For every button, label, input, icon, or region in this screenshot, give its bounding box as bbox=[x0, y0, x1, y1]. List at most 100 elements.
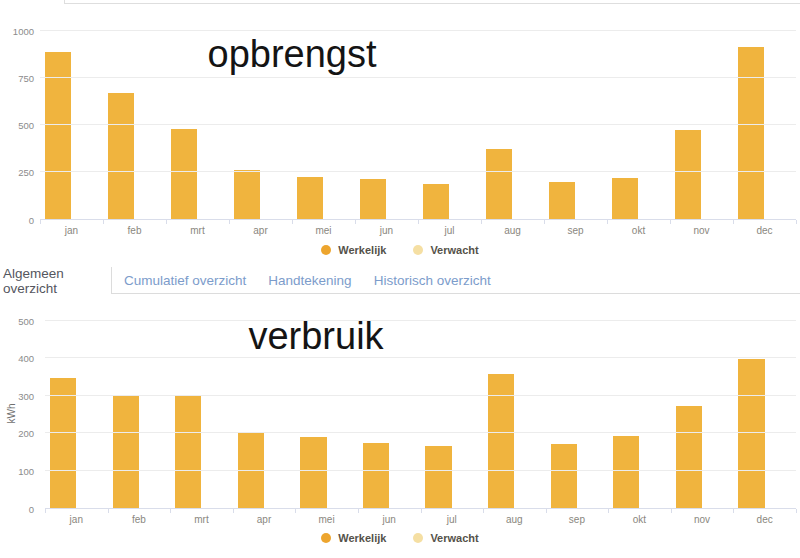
gridline-500 bbox=[40, 124, 796, 125]
y-axis: 0100200300400500 bbox=[0, 321, 36, 509]
axis-tick bbox=[292, 220, 293, 224]
gridline-200 bbox=[45, 432, 796, 433]
bar-sep[interactable] bbox=[549, 182, 575, 219]
bar-feb[interactable] bbox=[108, 93, 134, 219]
axis-tick bbox=[355, 220, 356, 224]
bar-nov[interactable] bbox=[676, 406, 702, 508]
bar-mei[interactable] bbox=[300, 437, 326, 508]
gridline-250 bbox=[40, 171, 796, 172]
bar-cell-aug bbox=[481, 31, 544, 219]
gridline-750 bbox=[40, 77, 796, 78]
axis-tick bbox=[607, 220, 608, 224]
x-tick-label-apr: apr bbox=[233, 514, 296, 525]
gridline-400 bbox=[45, 357, 796, 358]
bar-cell-nov bbox=[670, 31, 733, 219]
legend-label: Werkelijk bbox=[338, 244, 386, 256]
axis-tick bbox=[45, 509, 46, 513]
bar-cell-sep bbox=[544, 31, 607, 219]
y-tick-label-400: 400 bbox=[18, 354, 34, 364]
axis-tick bbox=[103, 220, 104, 224]
chart-verbruik: kWh 0100200300400500 janfebmrtaprmeijunj… bbox=[0, 296, 800, 558]
gridline-1000 bbox=[40, 30, 796, 31]
y-tick-label-500: 500 bbox=[18, 121, 34, 131]
panel-border-fragment bbox=[64, 0, 800, 4]
bar-cell-jul bbox=[418, 31, 481, 219]
bar-sep[interactable] bbox=[551, 444, 577, 508]
x-tick-label-okt: okt bbox=[607, 225, 670, 236]
bar-mrt[interactable] bbox=[171, 129, 197, 219]
x-tick-label-dec: dec bbox=[733, 514, 796, 525]
bar-nov[interactable] bbox=[675, 130, 701, 219]
tab-cumulatief-overzicht[interactable]: Cumulatief overzicht bbox=[113, 273, 257, 288]
x-tick-label-okt: okt bbox=[608, 514, 671, 525]
bar-mei[interactable] bbox=[297, 177, 323, 219]
bar-cell-feb bbox=[103, 31, 166, 219]
bar-feb[interactable] bbox=[113, 396, 139, 508]
bar-dec[interactable] bbox=[738, 47, 764, 219]
bar-cell-dec bbox=[733, 321, 796, 508]
bar-cell-dec bbox=[733, 31, 796, 219]
bar-cell-okt bbox=[607, 31, 670, 219]
bar-jul[interactable] bbox=[423, 184, 449, 219]
legend-dot-verwacht bbox=[413, 245, 423, 255]
gridline-100 bbox=[45, 470, 796, 471]
axis-tick bbox=[608, 509, 609, 513]
tab-strip: Cumulatief overzicht Handtekening Histor… bbox=[112, 267, 800, 294]
bar-okt[interactable] bbox=[613, 436, 639, 508]
tab-bar: Algemeen overzicht Cumulatief overzicht … bbox=[0, 267, 800, 294]
y-tick-label-100: 100 bbox=[18, 467, 34, 477]
legend-item-verwacht[interactable]: Verwacht bbox=[413, 244, 478, 256]
plot-area bbox=[45, 321, 796, 509]
axis-tick bbox=[170, 509, 171, 513]
plot-area bbox=[40, 31, 796, 220]
bar-apr[interactable] bbox=[234, 170, 260, 219]
axis-tick bbox=[418, 220, 419, 224]
bar-cell-sep bbox=[546, 321, 609, 508]
legend-label: Verwacht bbox=[430, 532, 478, 544]
tab-algemeen-overzicht[interactable]: Algemeen overzicht bbox=[0, 267, 112, 294]
chart-title-opbrengst: opbrengst bbox=[207, 35, 376, 73]
bar-mrt[interactable] bbox=[175, 395, 201, 508]
axis-tick bbox=[40, 220, 41, 224]
x-tick-label-jul: jul bbox=[418, 225, 481, 236]
gridline-500 bbox=[45, 320, 796, 321]
axis-tick bbox=[481, 220, 482, 224]
axis-tick bbox=[358, 509, 359, 513]
x-tick-label-dec: dec bbox=[733, 225, 796, 236]
x-tick-label-sep: sep bbox=[544, 225, 607, 236]
legend-label: Verwacht bbox=[430, 244, 478, 256]
x-axis-labels: janfebmrtaprmeijunjulaugsepoktnovdec bbox=[45, 514, 796, 525]
x-tick-label-aug: aug bbox=[483, 514, 546, 525]
axis-tick bbox=[233, 509, 234, 513]
bar-jun[interactable] bbox=[360, 179, 386, 219]
axis-tick bbox=[229, 220, 230, 224]
axis-tick bbox=[544, 220, 545, 224]
bar-series-werkelijk bbox=[45, 321, 796, 508]
tab-historisch-overzicht[interactable]: Historisch overzicht bbox=[363, 273, 502, 288]
x-tick-label-feb: feb bbox=[103, 225, 166, 236]
bar-jun[interactable] bbox=[363, 443, 389, 508]
x-tick-label-sep: sep bbox=[546, 514, 609, 525]
bar-aug[interactable] bbox=[486, 149, 512, 219]
axis-tick bbox=[733, 220, 734, 224]
legend-item-werkelijk[interactable]: Werkelijk bbox=[321, 532, 386, 544]
x-tick-label-aug: aug bbox=[481, 225, 544, 236]
axis-tick bbox=[671, 509, 672, 513]
x-tick-label-mrt: mrt bbox=[166, 225, 229, 236]
x-tick-label-nov: nov bbox=[670, 225, 733, 236]
bar-dec[interactable] bbox=[738, 359, 764, 508]
tab-handtekening[interactable]: Handtekening bbox=[257, 273, 362, 288]
bar-okt[interactable] bbox=[612, 178, 638, 219]
chart-title-verbruik: verbruik bbox=[248, 317, 383, 355]
bar-jul[interactable] bbox=[425, 446, 451, 508]
page: 02505007501000 janfebmrtaprmeijunjulaugs… bbox=[0, 0, 800, 558]
bar-jan[interactable] bbox=[50, 378, 76, 508]
gridline-300 bbox=[45, 395, 796, 396]
x-tick-label-feb: feb bbox=[108, 514, 171, 525]
axis-tick bbox=[483, 509, 484, 513]
x-axis-labels: janfebmrtaprmeijunjulaugsepoktnovdec bbox=[40, 225, 796, 236]
legend-item-verwacht[interactable]: Verwacht bbox=[413, 532, 478, 544]
legend: Werkelijk Verwacht bbox=[0, 244, 800, 256]
legend-item-werkelijk[interactable]: Werkelijk bbox=[321, 244, 386, 256]
x-tick-label-jul: jul bbox=[420, 514, 483, 525]
